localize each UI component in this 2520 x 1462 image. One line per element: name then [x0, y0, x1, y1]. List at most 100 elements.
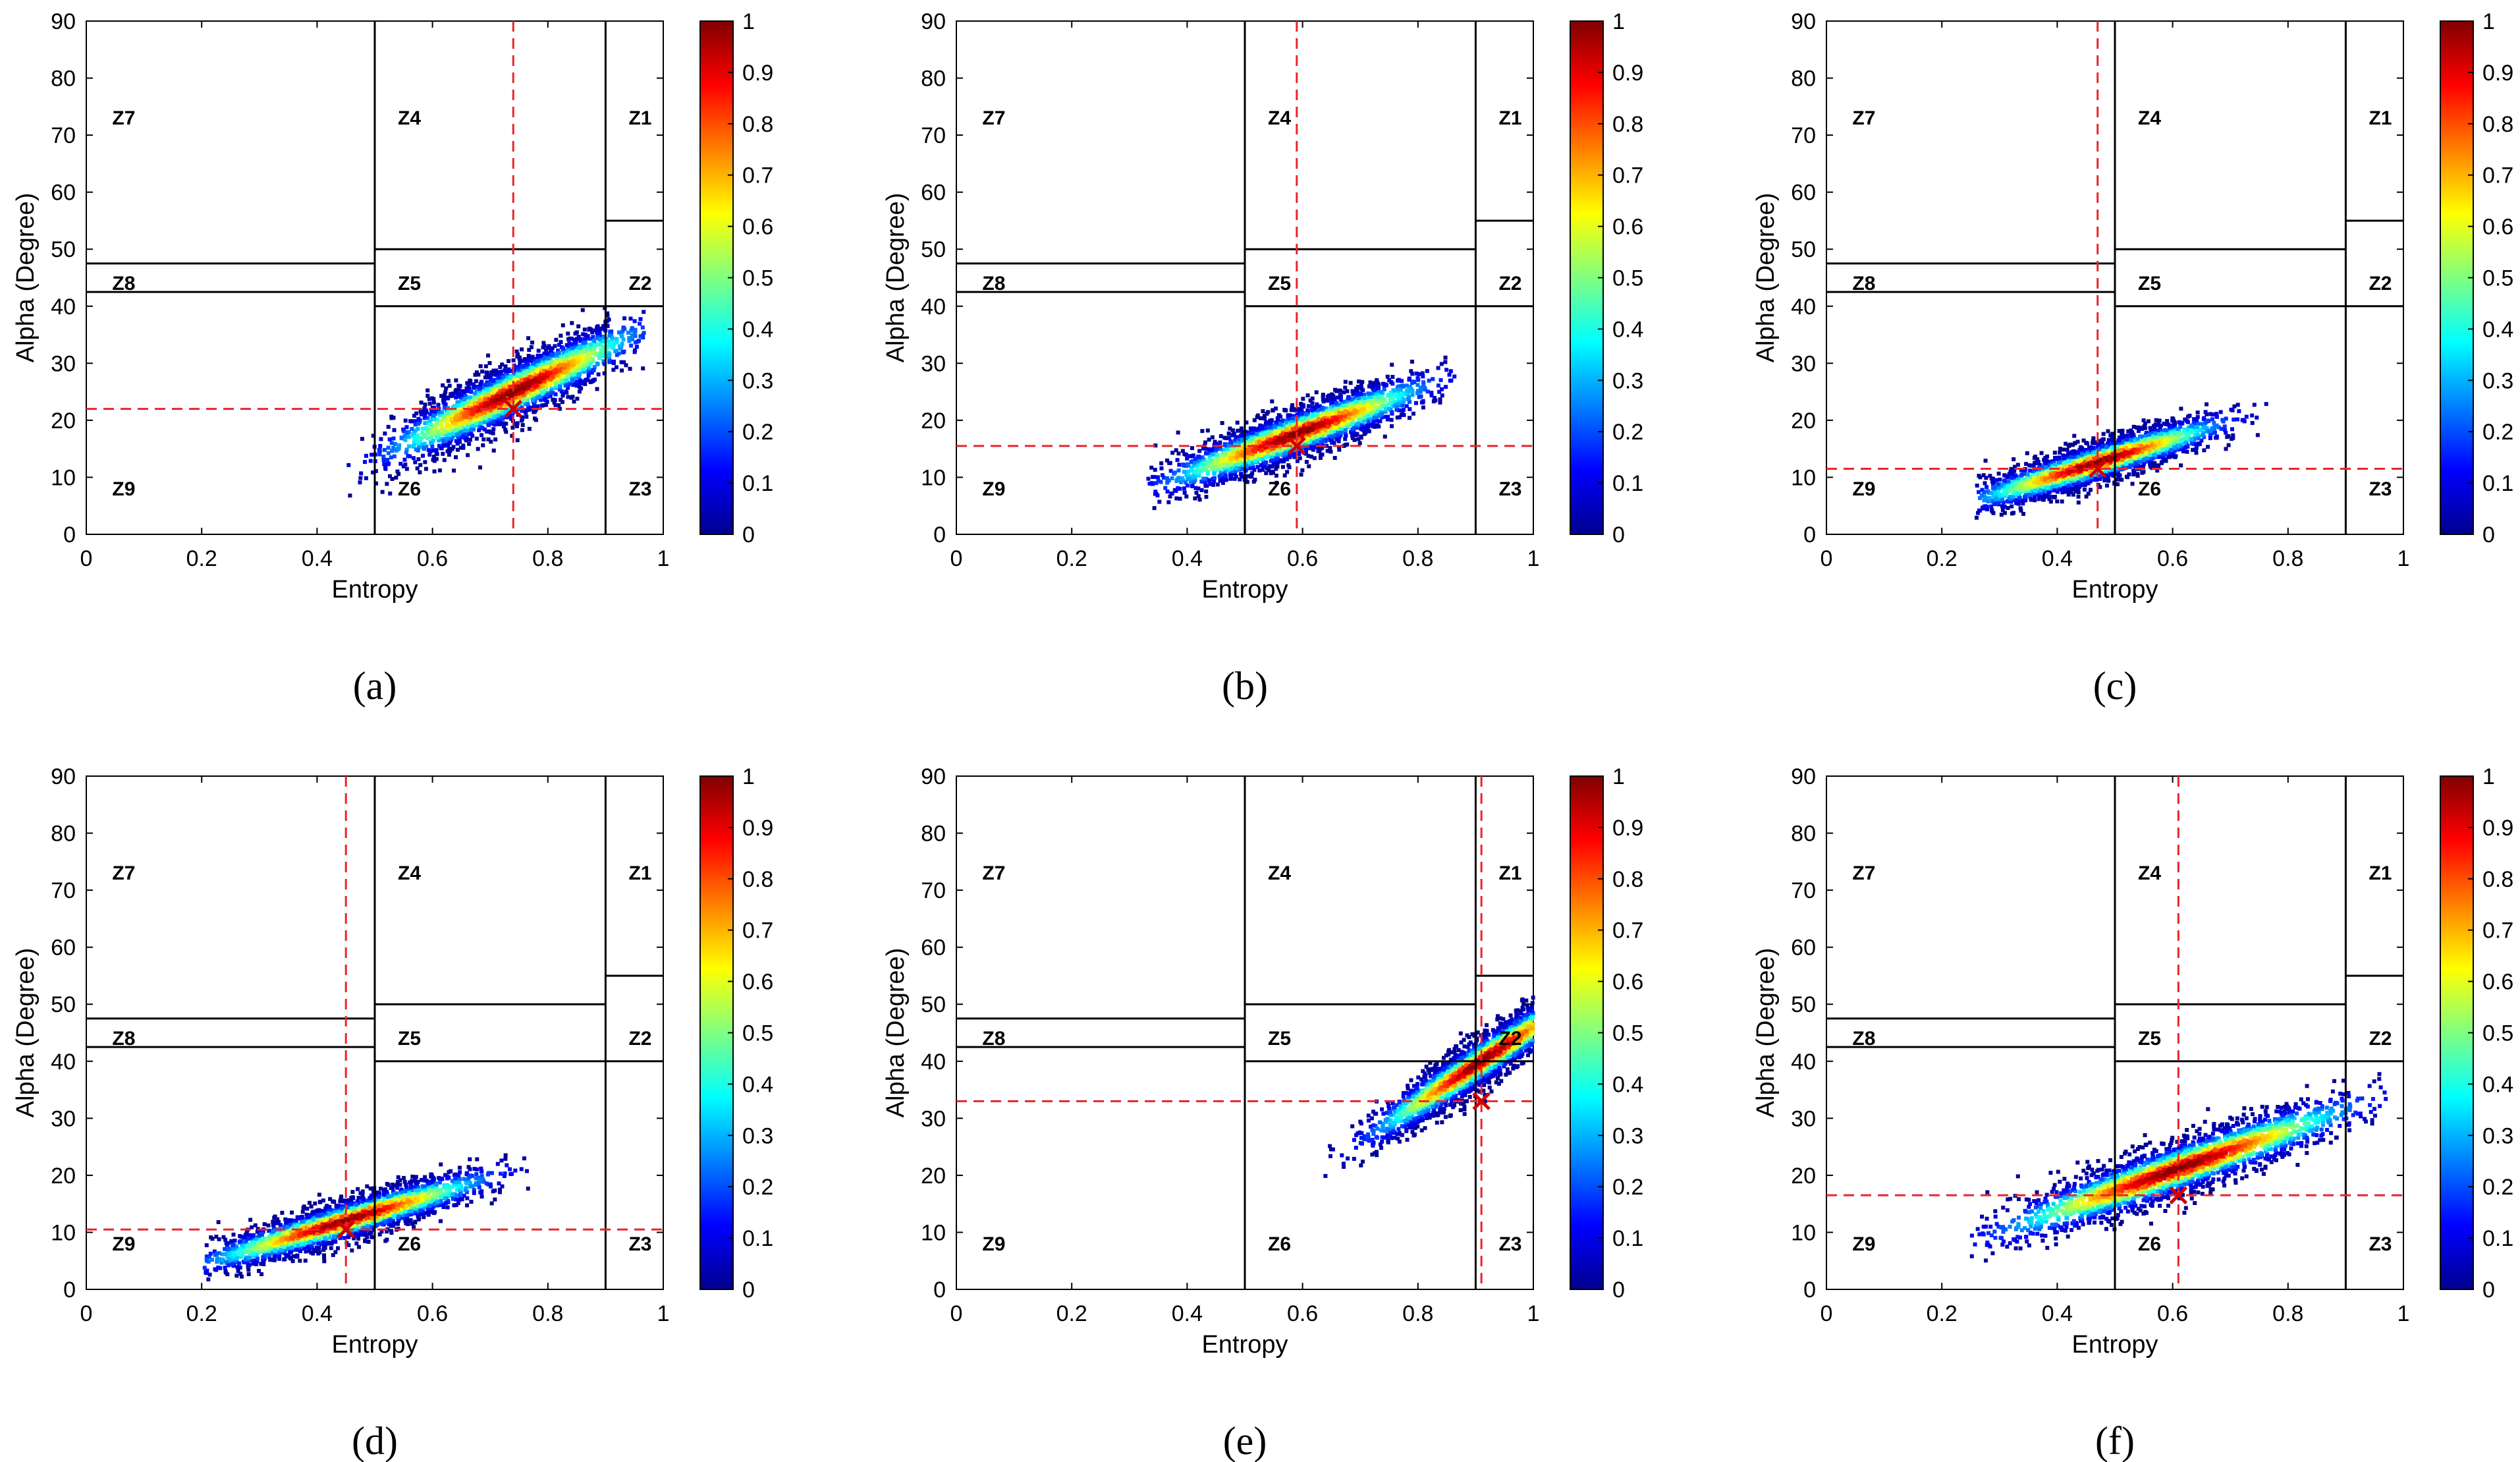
scatter-point: [461, 410, 466, 415]
scatter-point: [473, 372, 478, 377]
scatter-point: [1371, 381, 1375, 385]
scatter-point: [485, 411, 489, 416]
scatter-point: [1390, 424, 1394, 428]
scatter-point: [1212, 462, 1217, 466]
scatter-point: [557, 343, 561, 347]
scatter-point: [514, 396, 518, 401]
scatter-point: [441, 416, 446, 420]
scatter-point: [528, 380, 533, 384]
scatter-point: [385, 482, 389, 486]
scatter-point: [566, 337, 571, 341]
scatter-point: [1234, 457, 1239, 462]
scatter-point: [476, 393, 481, 397]
scatter-point: [1416, 372, 1421, 376]
scatter-point: [610, 342, 615, 347]
scatter-point: [1280, 445, 1284, 450]
scatter-point: [428, 427, 433, 432]
scatter-point: [406, 434, 410, 439]
scatter-point: [592, 347, 597, 351]
scatter-point: [1207, 455, 1212, 460]
scatter-point: [1280, 434, 1285, 439]
scatter-point: [1265, 411, 1269, 416]
scatter-point: [383, 466, 388, 471]
scatter-point: [1172, 471, 1176, 476]
scatter-point: [470, 434, 475, 438]
scatter-point: [1410, 393, 1415, 397]
scatter-point: [1354, 395, 1358, 400]
scatter-point: [533, 409, 537, 414]
scatter-point: [437, 410, 442, 414]
scatter-point: [370, 453, 374, 457]
scatter-point: [1150, 481, 1155, 486]
scatter-point: [1448, 369, 1453, 374]
scatter-point: [605, 311, 610, 316]
scatter-point: [507, 359, 511, 364]
scatter-point: [1407, 399, 1411, 404]
scatter-point: [1295, 459, 1300, 463]
scatter-point: [1168, 494, 1172, 499]
scatter-point: [1268, 430, 1273, 435]
scatter-point: [1336, 445, 1341, 450]
scatter-point: [523, 378, 528, 383]
scatter-point: [550, 375, 555, 380]
scatter-point: [511, 377, 516, 381]
y-tick-label: 80: [51, 67, 76, 92]
scatter-point: [1334, 413, 1339, 418]
scatter-point: [1323, 406, 1328, 410]
scatter-point: [1408, 384, 1412, 389]
scatter-point: [501, 391, 505, 395]
scatter-point: [1247, 460, 1252, 464]
scatter-point: [1319, 452, 1323, 457]
scatter-point: [1212, 479, 1217, 484]
scatter-point: [1384, 383, 1388, 387]
scatter-point: [1234, 459, 1238, 464]
scatter-point: [491, 368, 496, 373]
zone-label-z2: Z2: [628, 273, 651, 295]
scatter-point: [1290, 403, 1295, 408]
scatter-point: [450, 447, 454, 451]
scatter-point: [425, 436, 430, 441]
scatter-point: [1266, 430, 1271, 435]
scatter-point: [1379, 395, 1384, 399]
scatter-point: [435, 452, 439, 457]
scatter-point: [1341, 403, 1346, 408]
scatter-point: [1356, 415, 1361, 420]
scatter-point: [1280, 464, 1285, 469]
scatter-point: [499, 370, 504, 374]
scatter-point: [404, 466, 409, 471]
scatter-point: [1230, 433, 1235, 437]
zone-label-z9: Z9: [112, 478, 135, 500]
scatter-point: [580, 354, 584, 358]
scatter-point: [1317, 404, 1322, 408]
scatter-point: [1193, 478, 1197, 482]
mean-marker: [504, 399, 523, 418]
scatter-point: [605, 313, 610, 318]
scatter-point: [569, 381, 574, 385]
scatter-point: [1351, 409, 1356, 414]
scatter-point: [1404, 404, 1409, 408]
scatter-point: [479, 426, 484, 430]
scatter-point: [455, 412, 460, 417]
scatter-point: [1205, 447, 1209, 451]
mean-marker-stroke: [504, 399, 523, 418]
scatter-point: [383, 431, 387, 436]
scatter-point: [510, 391, 514, 396]
scatter-point: [1179, 480, 1184, 484]
scatter-point: [638, 334, 643, 339]
scatter-point: [1398, 396, 1402, 401]
scatter-point: [1265, 437, 1270, 441]
scatter-point: [1287, 465, 1292, 470]
scatter-point: [1176, 468, 1181, 473]
scatter-point: [1322, 424, 1327, 428]
scatter-point: [1207, 451, 1212, 455]
scatter-point: [601, 359, 606, 364]
scatter-point: [1197, 497, 1202, 502]
scatter-point: [524, 408, 529, 412]
scatter-point: [1220, 452, 1225, 457]
scatter-point: [1286, 416, 1290, 421]
scatter-point: [482, 410, 487, 415]
scatter-point: [487, 388, 491, 393]
scatter-point: [582, 364, 586, 368]
scatter-point: [504, 422, 508, 426]
scatter-point: [1184, 464, 1188, 468]
